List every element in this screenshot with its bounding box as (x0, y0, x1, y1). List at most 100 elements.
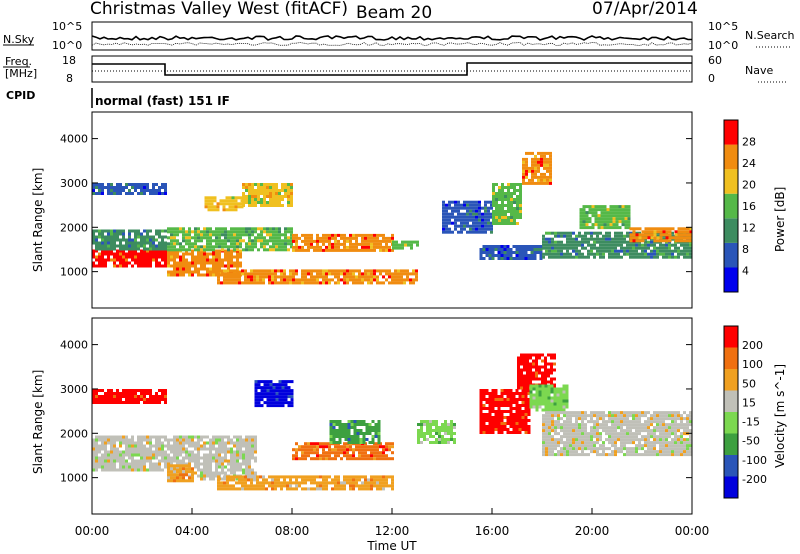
nsearch-label: N.Search (745, 29, 795, 42)
nave-label: Nave (745, 64, 773, 77)
velocity-band (92, 435, 167, 472)
power-colorbar-swatch (724, 267, 738, 292)
power-band (167, 227, 293, 252)
power-band (479, 245, 543, 260)
velocity-band (92, 389, 167, 404)
velocity-colorbar-tick: 200 (742, 339, 763, 352)
nsky-tick-top: 10^5 (52, 20, 82, 33)
nave-tick-top: 60 (708, 54, 722, 67)
velocity-colorbar-tick: -15 (742, 416, 760, 429)
velocity-colorbar-swatch (724, 476, 738, 498)
power-colorbar-tick: 28 (742, 136, 756, 149)
x-tick-label: 20:00 (575, 524, 610, 538)
power-colorbar-label: Power [dB] (773, 187, 787, 252)
velocity-colorbar-tick: 50 (742, 377, 756, 390)
velocity-colorbar-swatch (724, 455, 738, 477)
power-band (492, 183, 522, 225)
velocity-band (254, 380, 294, 408)
power-colorbar-swatch (724, 144, 738, 170)
nsky-panel (91, 21, 693, 51)
power-colorbar-swatch (724, 242, 738, 268)
nsearch-tick-top: 10^5 (708, 20, 738, 33)
nsky-tick-bottom: 10^0 (52, 39, 82, 52)
velocity-colorbar-label: Velocity [m s^-1] (773, 364, 787, 468)
velocity-band (517, 353, 556, 390)
x-axis-label: Time UT (366, 539, 417, 553)
power-colorbar-tick: 4 (742, 265, 749, 278)
velocity-band (217, 475, 394, 491)
power-band (242, 183, 293, 207)
velocity-panel: 4000 3000 2000 1000 Slant Range [km] 200 100… (31, 317, 787, 515)
power-ylabel: Slant Range [km] (31, 168, 45, 272)
velocity-colorbar-tick: -50 (742, 435, 760, 448)
beam-label: Beam 20 (356, 3, 432, 23)
cpid-label: CPID (6, 89, 35, 102)
power-colorbar-swatch (724, 193, 738, 219)
cpid-value: normal (fast) 151 IF (95, 94, 230, 108)
x-tick-label: 08:00 (275, 524, 310, 538)
power-ytick-label: 2000 (60, 221, 88, 234)
velocity-colorbar-swatch (724, 412, 738, 434)
nsearch-trace (91, 42, 693, 46)
power-plot-frame (91, 111, 693, 309)
velocity-band (529, 384, 569, 412)
freq-label: Freq. (5, 55, 32, 68)
power-ytick-label: 3000 (60, 177, 88, 190)
power-band (204, 196, 244, 212)
x-tick-label: 00:00 (675, 524, 710, 538)
velocity-ytick-label: 4000 (60, 339, 88, 352)
nsky-trace (91, 35, 692, 41)
freq-tick-bottom: 8 (66, 72, 73, 85)
power-colorbar-tick: 24 (742, 157, 756, 170)
freq-panel (91, 55, 693, 83)
velocity-colorbar-swatch (724, 390, 738, 412)
velocity-colorbar-swatch (724, 326, 738, 348)
site-title: Christmas Valley West (fitACF) (90, 0, 348, 19)
power-band (217, 269, 418, 285)
nsky-label: N.Sky (3, 33, 35, 46)
velocity-colorbar-tick: 100 (742, 358, 763, 371)
power-ytick-label: 1000 (60, 266, 88, 279)
power-panel: 4000 3000 2000 1000 Slant Range [km] 28 24 20… (31, 111, 787, 309)
velocity-colorbar-tick: -200 (742, 473, 767, 486)
velocity-band (417, 420, 456, 444)
power-band (579, 205, 631, 230)
freq-trace (92, 62, 692, 76)
velocity-colorbar-swatch (724, 433, 738, 455)
velocity-colorbar-frame (723, 325, 739, 499)
power-colorbar-swatch (724, 169, 738, 194)
power-band (292, 233, 394, 252)
velocity-colorbar-swatch (724, 369, 738, 391)
x-tick-label: 04:00 (175, 524, 210, 538)
velocity-band (329, 420, 381, 444)
power-colorbar-tick: 8 (742, 243, 749, 256)
power-colorbar-tick: 12 (742, 222, 756, 235)
velocity-colorbar-tick: -100 (742, 454, 767, 467)
power-colorbar-tick: 16 (742, 200, 756, 213)
date-label: 07/Apr/2014 (592, 0, 698, 19)
power-colorbar-swatch (724, 218, 738, 243)
velocity-band (542, 411, 692, 457)
velocity-band (479, 389, 531, 434)
velocity-band (167, 464, 194, 483)
velocity-ylabel: Slant Range [km] (31, 370, 45, 474)
velocity-ytick-label: 3000 (60, 383, 88, 396)
power-band (92, 183, 167, 195)
freq-unit: [MHz] (5, 67, 37, 80)
freq-tick-top: 18 (62, 54, 76, 67)
power-band (92, 249, 167, 268)
velocity-colorbar-swatch (724, 347, 738, 369)
power-colorbar-swatch (724, 120, 738, 145)
power-colorbar-frame (723, 119, 739, 293)
power-band (629, 227, 693, 243)
nave-tick-bottom: 0 (708, 72, 715, 85)
x-tick-label: 00:00 (75, 524, 110, 538)
x-tick-label: 16:00 (475, 524, 510, 538)
velocity-ytick-label: 1000 (60, 472, 88, 485)
velocity-ytick-label: 2000 (60, 427, 88, 440)
power-band (442, 200, 493, 234)
velocity-colorbar-tick: 15 (742, 396, 756, 409)
power-band (92, 229, 167, 251)
power-ytick-label: 4000 (60, 133, 88, 146)
